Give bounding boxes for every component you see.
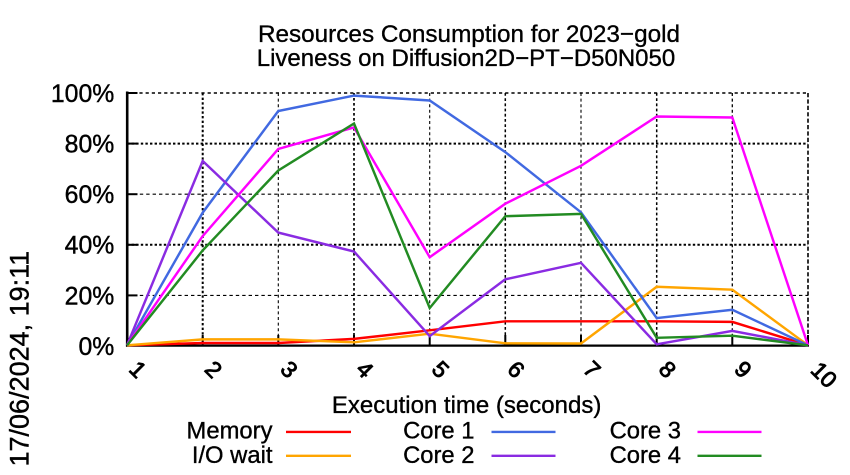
svg-text:I/O wait: I/O wait (192, 442, 273, 469)
svg-text:20%: 20% (65, 283, 115, 310)
svg-text:Core 3: Core 3 (610, 418, 681, 445)
svg-text:Core 1: Core 1 (403, 418, 474, 445)
svg-text:60%: 60% (65, 182, 115, 209)
svg-text:17/06/2024, 19:11: 17/06/2024, 19:11 (5, 251, 35, 467)
svg-text:Resources Consumption for 2023: Resources Consumption for 2023−gold (258, 21, 680, 48)
svg-text:0%: 0% (78, 334, 114, 361)
svg-text:40%: 40% (65, 233, 115, 260)
svg-text:Core 2: Core 2 (403, 442, 474, 469)
svg-text:100%: 100% (51, 81, 114, 108)
svg-text:Memory: Memory (187, 418, 273, 445)
svg-text:Execution time (seconds): Execution time (seconds) (332, 392, 601, 419)
svg-text:Liveness on Diffusion2D−PT−D50: Liveness on Diffusion2D−PT−D50N050 (257, 45, 675, 72)
svg-text:80%: 80% (65, 132, 115, 159)
svg-text:Core 4: Core 4 (610, 442, 681, 469)
